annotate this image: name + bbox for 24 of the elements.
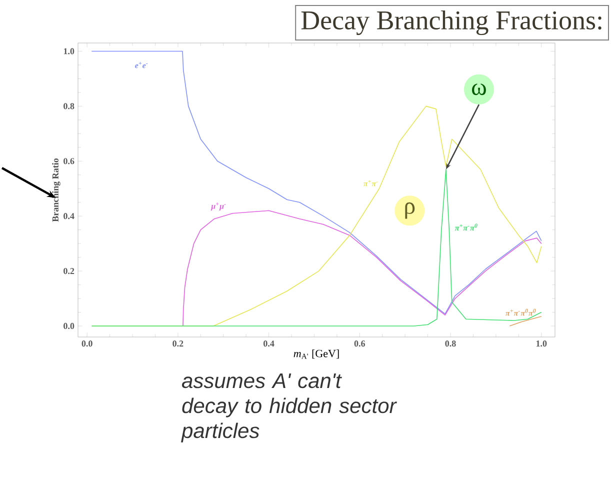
y-tick-label: 0.6 [64, 158, 74, 164]
series-label: μ$^{+}$μ$^{-}$ [210, 202, 226, 210]
y-tick-label: 1.0 [64, 48, 74, 54]
x-axis-title: m$_{A'}$ [GeV] [294, 350, 339, 359]
series-label: π$^{+}$π$^{-}$ [364, 180, 378, 186]
annotation: ω [472, 84, 486, 96]
x-tick-label: 0.0 [82, 340, 92, 347]
y-tick-label: 0.8 [64, 103, 74, 110]
x-tick-label: 1.0 [536, 340, 547, 347]
y-tick-label: 0.4 [64, 213, 74, 220]
series-label: π$^{+}$π$^{-}$π$^{0}$π$^{0}$ [506, 308, 536, 316]
line-series [91, 50, 542, 314]
x-tick-label: 0.8 [445, 340, 456, 347]
y-tick-label: 0.0 [64, 322, 74, 330]
annotation: ρ [405, 202, 415, 219]
x-tick-label: 0.2 [172, 340, 184, 347]
x-tick-label: 0.6 [354, 340, 366, 347]
chart-title: Decay Branching Fractions: [301, 10, 602, 36]
y-tick-label: 0.2 [64, 268, 74, 274]
x-tick-label: 0.4 [264, 340, 274, 347]
series-label: π$^{+}$π$^{-}$π$^{0}$ [454, 224, 478, 231]
series-label: e$^{+}$e$^{-}$ [135, 62, 148, 68]
text: assumes A' can't decay to hidden sector particles [181, 374, 397, 442]
y-axis-title: Branching Ratio [52, 158, 60, 222]
